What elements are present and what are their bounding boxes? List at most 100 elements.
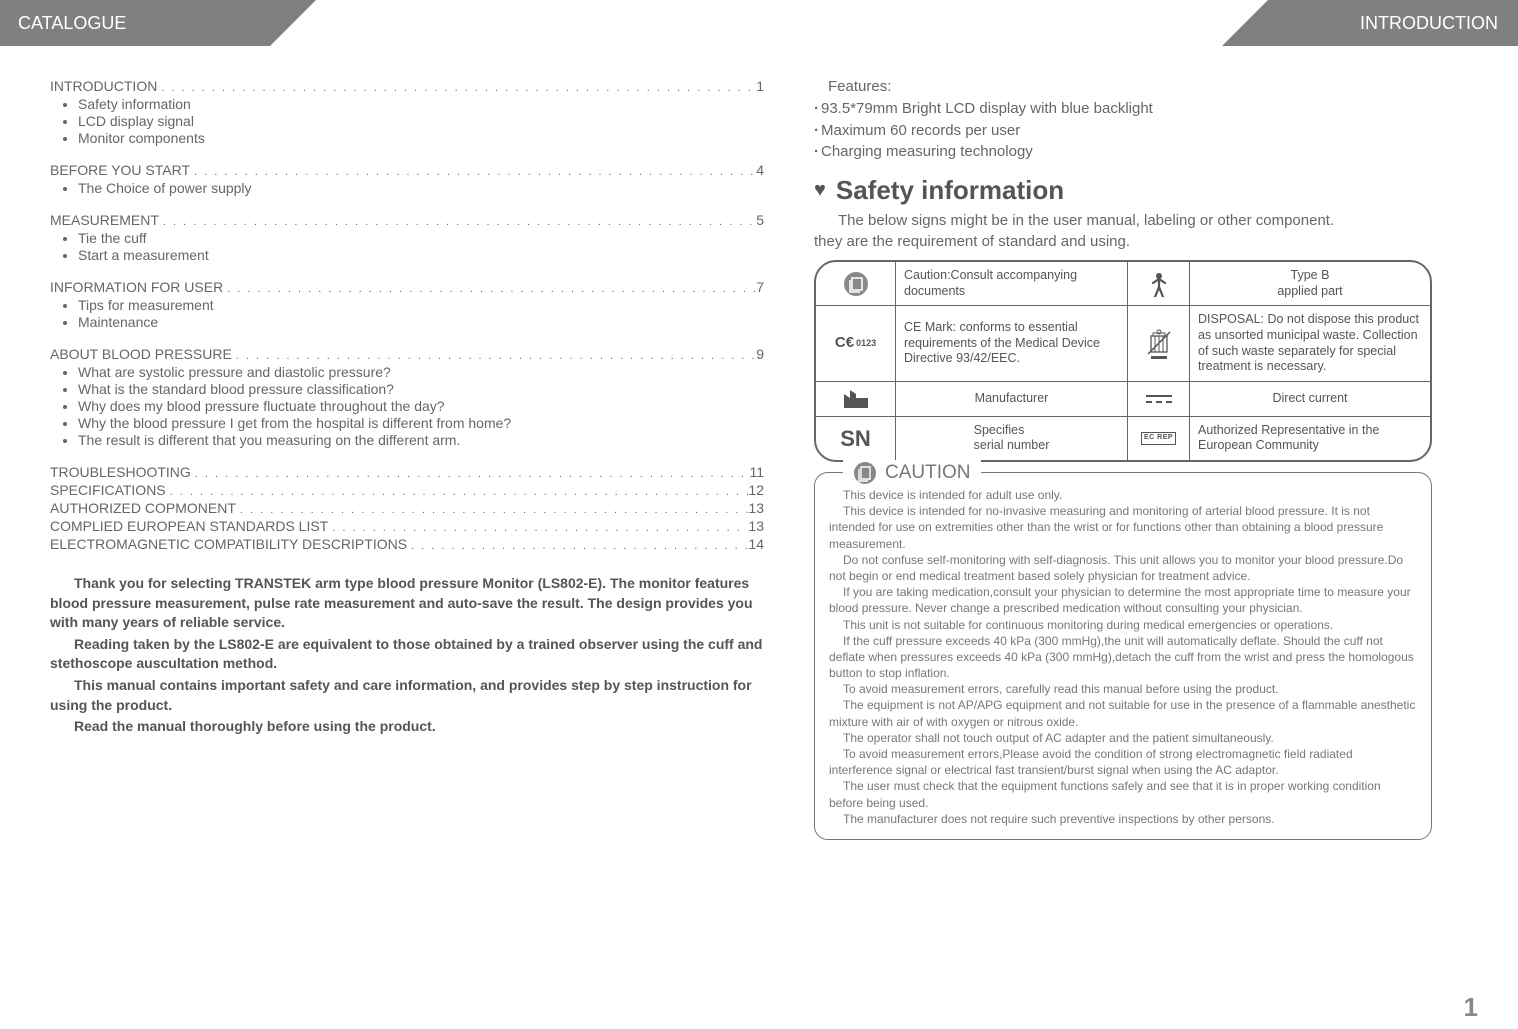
caution-icon xyxy=(853,461,877,485)
symbols-row-1: Caution:Consult accompanying documents T… xyxy=(816,262,1430,305)
caution-paragraph: The manufacturer does not require such p… xyxy=(829,811,1417,827)
left-column: INTRODUCTION. . . . . . . . . . . . . . … xyxy=(50,76,764,840)
consult-docs-text: Caution:Consult accompanying documents xyxy=(896,262,1128,305)
toc-page: 7 xyxy=(756,279,764,295)
ec-rep-icon: EC REP xyxy=(1128,417,1190,460)
toc-subitem: Monitor components xyxy=(78,130,764,146)
intro-paragraph: Read the manual thoroughly before using … xyxy=(50,717,764,737)
toc-dots: . . . . . . . . . . . . . . . . . . . . … xyxy=(157,82,756,94)
toc-dots: . . . . . . . . . . . . . . . . . . . . … xyxy=(232,350,756,362)
toc-subitem: Tie the cuff xyxy=(78,230,764,246)
heart-icon: ♥ xyxy=(814,179,826,202)
feature-item: Charging measuring technology xyxy=(814,141,1478,163)
intro-paragraphs: Thank you for selecting TRANSTEK arm typ… xyxy=(50,574,764,737)
toc-row: COMPLIED EUROPEAN STANDARDS LIST. . . . … xyxy=(50,518,764,534)
symbols-row-2: C€0123 CE Mark: conforms to essential re… xyxy=(816,305,1430,381)
caution-paragraph: If the cuff pressure exceeds 40 kPa (300… xyxy=(829,633,1417,682)
toc-subitem: What is the standard blood pressure clas… xyxy=(78,381,764,397)
caution-paragraph: Do not confuse self-monitoring with self… xyxy=(829,552,1417,584)
toc-title: ABOUT BLOOD PRESSURE xyxy=(50,346,232,362)
safety-intro-line1: The below signs might be in the user man… xyxy=(814,210,1478,231)
toc-sublist: Tie the cuffStart a measurement xyxy=(78,230,764,263)
toc-page: 4 xyxy=(756,162,764,178)
toc-subitem: Tips for measurement xyxy=(78,297,764,313)
toc-page: 14 xyxy=(748,536,764,552)
toc-sections: INTRODUCTION. . . . . . . . . . . . . . … xyxy=(50,78,764,448)
toc-page: 5 xyxy=(756,212,764,228)
toc-subitem: Why the blood pressure I get from the ho… xyxy=(78,415,764,431)
toc-flat-list: TROUBLESHOOTING. . . . . . . . . . . . .… xyxy=(50,464,764,552)
caution-paragraph: To avoid measurement errors, carefully r… xyxy=(829,681,1417,697)
toc-dots: . . . . . . . . . . . . . . . . . . . . … xyxy=(223,283,756,295)
toc-row: ABOUT BLOOD PRESSURE. . . . . . . . . . … xyxy=(50,346,764,362)
toc-dots: . . . . . . . . . . . . . . . . . . . . … xyxy=(190,166,756,178)
intro-paragraph: This manual contains important safety an… xyxy=(50,676,764,715)
ec-rep-text: Authorized Representative in the Europea… xyxy=(1190,417,1430,460)
toc-page: 12 xyxy=(748,482,764,498)
toc-dots: . . . . . . . . . . . . . . . . . . . . … xyxy=(166,486,749,498)
page-number: 1 xyxy=(1464,992,1478,1023)
caution-paragraph: The operator shall not touch output of A… xyxy=(829,730,1417,746)
disposal-text: DISPOSAL: Do not dispose this product as… xyxy=(1190,306,1430,381)
feature-item: 93.5*79mm Bright LCD display with blue b… xyxy=(814,98,1478,120)
ce-mark-text: CE Mark: conforms to essential requireme… xyxy=(896,306,1128,381)
toc-dots: . . . . . . . . . . . . . . . . . . . . … xyxy=(407,540,748,552)
toc-sublist: What are systolic pressure and diastolic… xyxy=(78,364,764,448)
toc-subitem: LCD display signal xyxy=(78,113,764,129)
sn-text: Specifies serial number xyxy=(896,417,1128,460)
symbols-table: Caution:Consult accompanying documents T… xyxy=(814,260,1432,462)
toc-page: 11 xyxy=(749,464,764,480)
toc-title: INFORMATION FOR USER xyxy=(50,279,223,295)
features-block: Features: 93.5*79mm Bright LCD display w… xyxy=(814,76,1478,163)
caution-paragraph: The user must check that the equipment f… xyxy=(829,778,1417,810)
toc-row: BEFORE YOU START. . . . . . . . . . . . … xyxy=(50,162,764,178)
toc-title: AUTHORIZED COPMONENT xyxy=(50,500,236,516)
caution-paragraph: If you are taking medication,consult you… xyxy=(829,584,1417,616)
toc-sublist: The Choice of power supply xyxy=(78,180,764,196)
tab-catalogue: CATALOGUE xyxy=(0,0,270,46)
caution-legend: CAUTION xyxy=(843,460,981,486)
tab-introduction: INTRODUCTION xyxy=(1268,0,1518,46)
toc-subitem: Safety information xyxy=(78,96,764,112)
caution-title: CAUTION xyxy=(885,460,971,486)
toc-dots: . . . . . . . . . . . . . . . . . . . . … xyxy=(191,468,750,480)
direct-current-text: Direct current xyxy=(1190,382,1430,416)
intro-paragraph: Reading taken by the LS802-E are equival… xyxy=(50,635,764,674)
page-body: INTRODUCTION. . . . . . . . . . . . . . … xyxy=(0,46,1518,850)
safety-heading-row: ♥ Safety information xyxy=(814,175,1478,206)
ce-mark-icon: C€0123 xyxy=(816,306,896,381)
toc-title: COMPLIED EUROPEAN STANDARDS LIST xyxy=(50,518,328,534)
symbols-row-3: Manufacturer Direct current xyxy=(816,381,1430,416)
safety-intro: The below signs might be in the user man… xyxy=(814,210,1478,252)
safety-heading: Safety information xyxy=(836,175,1064,206)
toc-title: SPECIFICATIONS xyxy=(50,482,166,498)
toc-row: ELECTROMAGNETIC COMPATIBILITY DESCRIPTIO… xyxy=(50,536,764,552)
caution-paragraph: To avoid measurement errors,Please avoid… xyxy=(829,746,1417,778)
toc-subitem: Start a measurement xyxy=(78,247,764,263)
manufacturer-icon xyxy=(816,382,896,416)
disposal-icon xyxy=(1128,306,1190,381)
toc-sublist: Tips for measurementMaintenance xyxy=(78,297,764,330)
toc-subitem: The Choice of power supply xyxy=(78,180,764,196)
caution-paragraph: This device is intended for adult use on… xyxy=(829,487,1417,503)
toc-title: INTRODUCTION xyxy=(50,78,157,94)
caution-paragraph: This device is intended for no-invasive … xyxy=(829,503,1417,552)
toc-row: AUTHORIZED COPMONENT. . . . . . . . . . … xyxy=(50,500,764,516)
manufacturer-text: Manufacturer xyxy=(896,382,1128,416)
features-title: Features: xyxy=(828,76,1478,98)
toc-title: BEFORE YOU START xyxy=(50,162,190,178)
type-b-icon xyxy=(1128,262,1190,305)
sn-icon: SN xyxy=(816,417,896,460)
type-b-text: Type B applied part xyxy=(1190,262,1430,305)
toc-dots: . . . . . . . . . . . . . . . . . . . . … xyxy=(328,522,748,534)
toc-subitem: Maintenance xyxy=(78,314,764,330)
toc-dots: . . . . . . . . . . . . . . . . . . . . … xyxy=(159,216,756,228)
toc-page: 9 xyxy=(756,346,764,362)
toc-title: TROUBLESHOOTING xyxy=(50,464,191,480)
toc-dots: . . . . . . . . . . . . . . . . . . . . … xyxy=(236,504,749,516)
intro-paragraph: Thank you for selecting TRANSTEK arm typ… xyxy=(50,574,764,633)
direct-current-icon xyxy=(1128,382,1190,416)
toc-page: 13 xyxy=(748,500,764,516)
toc-row: INTRODUCTION. . . . . . . . . . . . . . … xyxy=(50,78,764,94)
consult-docs-icon xyxy=(816,262,896,305)
